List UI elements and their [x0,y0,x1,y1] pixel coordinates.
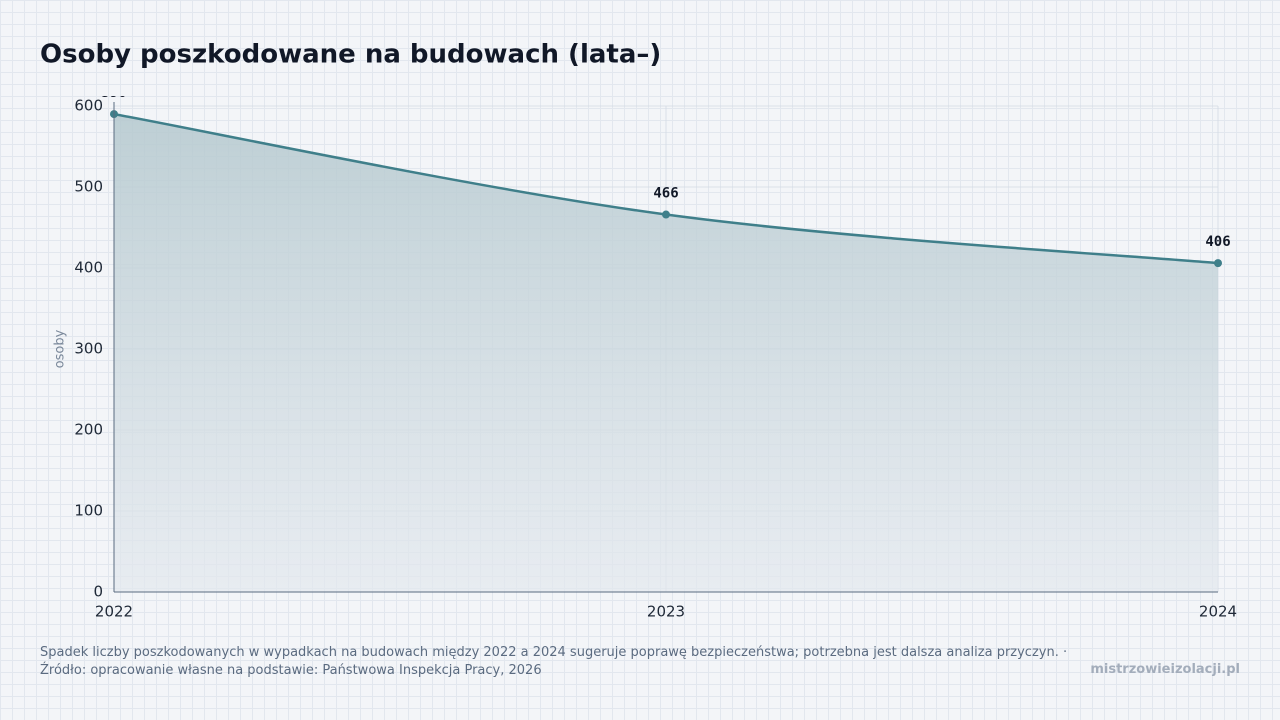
brand: mistrzowieizolacji.pl [1090,662,1240,677]
x-tick-label: 2024 [1199,603,1237,621]
y-tick-label: 100 [74,502,103,520]
value-label: 590 [101,85,126,101]
y-tick-label: 0 [93,583,103,601]
area [114,114,1218,592]
chart-title: Osoby poszkodowane na budowach (lata–) [40,40,661,70]
point [662,210,670,219]
y-tick-label: 300 [74,340,103,358]
y-axis-label: osoby [53,329,68,368]
y-tick-label: 200 [74,421,103,439]
x-tick-label: 2023 [647,603,685,621]
y-tick-label: 500 [74,178,103,196]
value-labels: 590 466 406 [101,85,1230,250]
footer-note-line: Spadek liczby poszkodowanych w wypadkach… [40,645,1067,660]
y-tick-label: 400 [74,259,103,277]
separator: · [1062,645,1068,660]
value-label: 466 [653,186,678,202]
footer-source: Źródło: opracowanie własne na podstawie:… [40,663,542,678]
x-tick-label: 2022 [95,603,133,621]
footer-note: Spadek liczby poszkodowanych w wypadkach… [40,645,1059,660]
value-label: 406 [1205,234,1230,250]
y-tick-label: 600 [74,97,103,115]
point [1214,259,1222,268]
